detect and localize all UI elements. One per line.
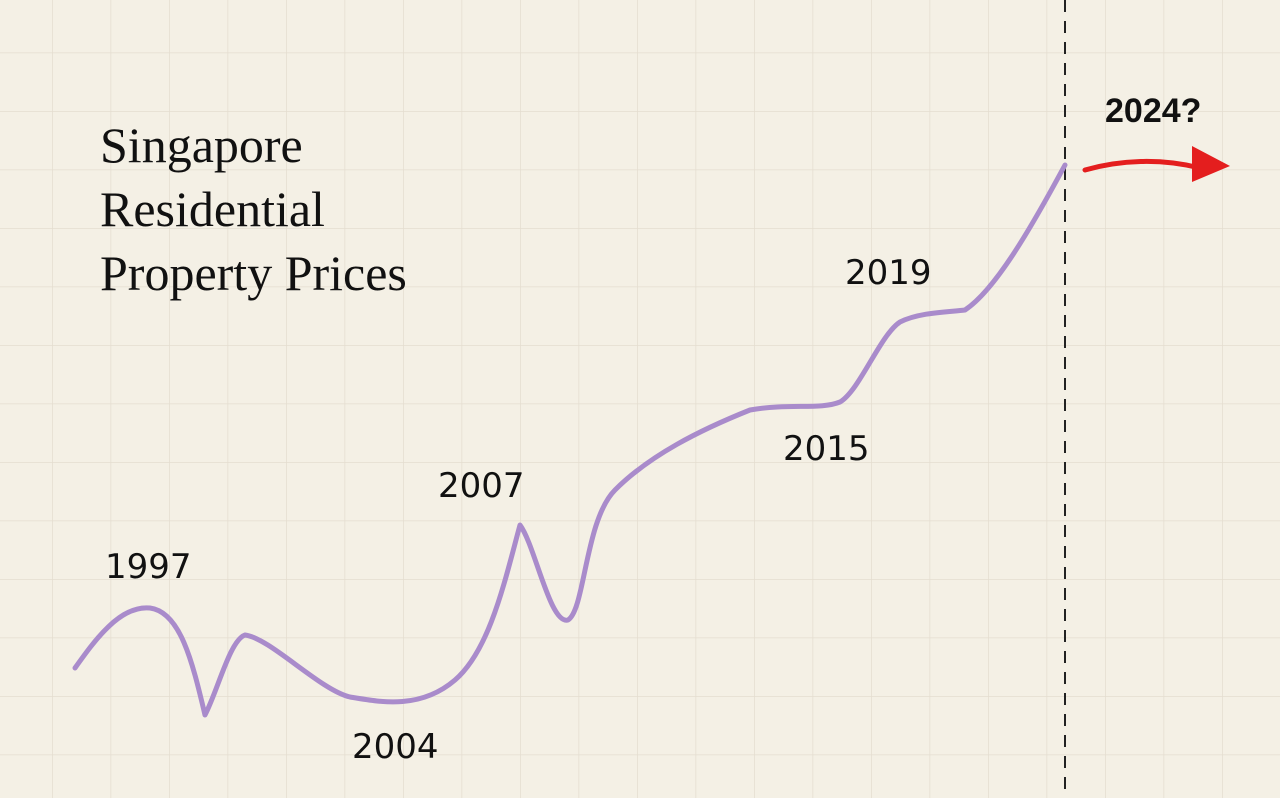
price-curve [72,162,1068,718]
year-label: 2015 [783,429,870,469]
year-label: 2019 [845,253,932,293]
title-line: Singapore [100,117,303,173]
year-label: 1997 [105,547,192,587]
title-line: Residential [100,181,325,237]
forecast-arrow [1082,158,1203,173]
year-label: 2007 [438,466,525,506]
year-label: 2004 [352,727,439,767]
forecast-label: 2024? [1105,92,1201,130]
title-line: Property Prices [100,245,407,301]
forecast-arrowhead [1192,146,1230,182]
